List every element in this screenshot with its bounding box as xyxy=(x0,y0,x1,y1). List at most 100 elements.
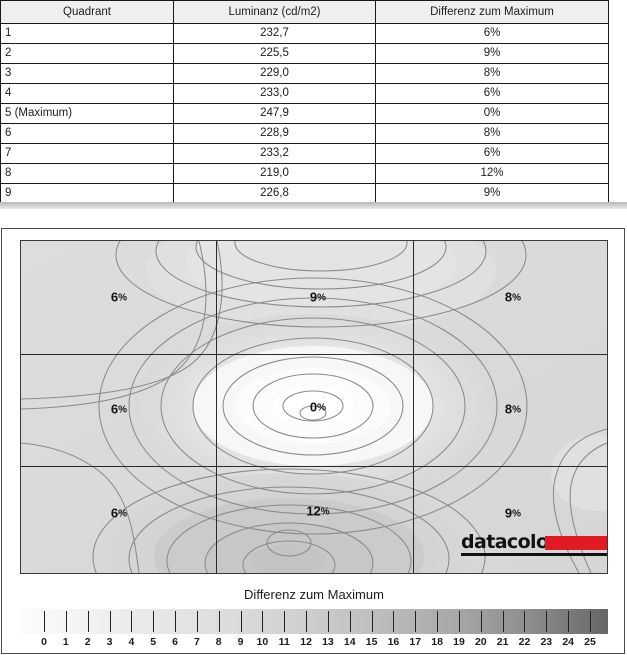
colorbar: 0 1 2 3 4 5 6 7 8 9 10 11 12 13 14 15 16 17 18 19 20 21 22 23 24… xyxy=(20,609,608,653)
colorbar-tick xyxy=(196,611,198,632)
cell-luminanz: 232,7 xyxy=(173,23,376,44)
colorbar-tick xyxy=(415,611,417,632)
colorbar-tick-label: 19 xyxy=(453,636,465,648)
colorbar-tick xyxy=(44,611,45,632)
cell-luminanz: 233,0 xyxy=(173,83,376,104)
cell-quadrant: 5 (Maximum) xyxy=(0,103,174,124)
colorbar-tick xyxy=(590,611,591,632)
colorbar-tick xyxy=(524,611,526,632)
colorbar-tick xyxy=(393,611,395,632)
luminance-table: Quadrant Luminanz (cd/m2) Differenz zum … xyxy=(0,0,609,204)
cell-luminanz: 219,0 xyxy=(173,163,376,184)
table-row: 8 219,0 12% xyxy=(0,163,609,184)
colorbar-tick-label: 15 xyxy=(365,636,378,648)
grid-line-horizontal-2 xyxy=(21,466,607,467)
colorbar-tick-label: 18 xyxy=(431,636,443,648)
cell-quadrant: 2 xyxy=(0,43,174,64)
colorbar-tick-label: 17 xyxy=(409,636,422,648)
cell-luminanz: 247,9 xyxy=(173,103,376,124)
datacolor-underline xyxy=(461,553,607,556)
colorbar-tick xyxy=(109,611,111,632)
quadrant-label-1: 6% xyxy=(110,289,128,305)
quadrant-label-8: 12% xyxy=(306,503,330,519)
colorbar-tick xyxy=(437,611,439,632)
colorbar-tick xyxy=(327,611,329,632)
colorbar-tick-label: 4 xyxy=(128,636,135,648)
colorbar-tick xyxy=(480,611,482,632)
colorbar-tick xyxy=(262,611,264,632)
colorbar-tick-label: 7 xyxy=(193,636,200,648)
colorbar-tick-label: 13 xyxy=(322,636,334,648)
cell-differenz: 0% xyxy=(375,103,609,124)
cell-differenz: 6% xyxy=(375,143,609,164)
table-header-row: Quadrant Luminanz (cd/m2) Differenz zum … xyxy=(0,0,609,24)
colorbar-tick xyxy=(349,611,351,632)
contour-plot-area: 6% 9% 8% 6% 0% 8% 6% 12% 9% datacolor xyxy=(20,240,608,574)
colorbar-tick-label: 0 xyxy=(41,636,47,648)
cell-quadrant: 8 xyxy=(0,163,174,184)
section-separator xyxy=(0,202,627,209)
colorbar-tick-label: 1 xyxy=(62,636,69,648)
colorbar-tick-label: 12 xyxy=(300,636,312,648)
quadrant-label-4: 6% xyxy=(110,401,128,417)
cell-differenz: 9% xyxy=(375,183,609,204)
colorbar-tick xyxy=(218,611,220,632)
quadrant-label-3: 8% xyxy=(504,289,522,305)
table-row: 9 226,8 9% xyxy=(0,183,609,204)
table-row: 6 228,9 8% xyxy=(0,123,609,144)
colorbar-tick-label: 11 xyxy=(278,636,290,648)
cell-differenz: 6% xyxy=(375,83,609,104)
colorbar-tick-label: 23 xyxy=(540,636,553,648)
table-row: 1 232,7 6% xyxy=(0,23,609,44)
cell-quadrant: 4 xyxy=(0,83,174,104)
datacolor-red-bar xyxy=(545,536,607,550)
datacolor-wordmark: datacolor xyxy=(461,531,558,553)
datacolor-logo: datacolor xyxy=(461,531,607,561)
colorbar-tick xyxy=(502,611,504,632)
cell-luminanz: 225,5 xyxy=(173,43,376,64)
cell-differenz: 9% xyxy=(375,43,609,64)
colorbar-tick-label: 2 xyxy=(84,636,91,648)
cell-differenz: 6% xyxy=(375,23,609,44)
cell-quadrant: 3 xyxy=(0,63,174,84)
colorbar-tick xyxy=(306,611,308,632)
colorbar-tick-label: 10 xyxy=(256,636,269,648)
colorbar-tick-label: 5 xyxy=(150,636,157,648)
colorbar-tick xyxy=(371,611,373,632)
table-row: 7 233,2 6% xyxy=(0,143,609,164)
colorbar-tick-label: 16 xyxy=(387,636,400,648)
colorbar-tick xyxy=(175,611,177,632)
colorbar-tick xyxy=(131,611,133,632)
colorbar-tick-label: 3 xyxy=(106,636,113,648)
cell-quadrant: 6 xyxy=(0,123,174,144)
cell-quadrant: 1 xyxy=(0,23,174,44)
colorbar-tick xyxy=(284,611,286,632)
grid-line-horizontal-1 xyxy=(21,354,607,355)
colorbar-title: Differenz zum Maximum xyxy=(244,587,384,602)
colorbar-tick-label: 22 xyxy=(518,636,531,648)
colorbar-tick xyxy=(153,611,155,632)
cell-differenz: 8% xyxy=(375,63,609,84)
table-row: 3 229,0 8% xyxy=(0,63,609,84)
colorbar-tick-label: 24 xyxy=(562,636,574,648)
colorbar-tick-label: 6 xyxy=(172,636,178,648)
grid-line-vertical-2 xyxy=(413,241,414,573)
quadrant-label-2: 9% xyxy=(309,289,327,305)
colorbar-gradient xyxy=(20,609,608,634)
uniformity-chart-panel: 6% 9% 8% 6% 0% 8% 6% 12% 9% datacolor xyxy=(1,228,625,654)
table-row: 4 233,0 6% xyxy=(0,83,609,104)
colorbar-tick-label: 25 xyxy=(584,636,596,648)
colorbar-tick xyxy=(458,611,460,632)
colorbar-tick-label: 21 xyxy=(496,636,509,648)
cell-luminanz: 228,9 xyxy=(173,123,376,144)
quadrant-label-6: 8% xyxy=(504,401,522,417)
table-row: 2 225,5 9% xyxy=(0,43,609,64)
quadrant-label-7: 6% xyxy=(110,505,128,521)
table-row: 5 (Maximum) 247,9 0% xyxy=(0,103,609,124)
cell-differenz: 12% xyxy=(375,163,609,184)
colorbar-tick xyxy=(568,611,570,632)
quadrant-label-5: 0% xyxy=(309,399,327,415)
contour-map-svg xyxy=(21,241,607,573)
cell-luminanz: 226,8 xyxy=(173,183,376,204)
cell-quadrant: 9 xyxy=(0,183,174,204)
